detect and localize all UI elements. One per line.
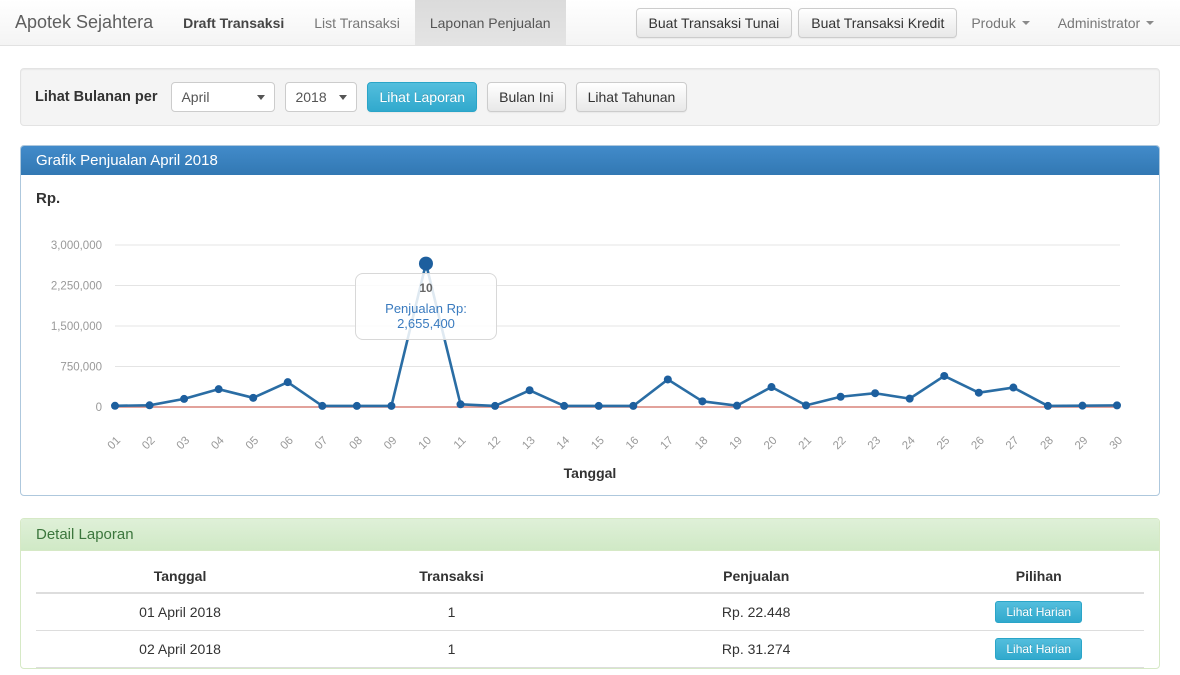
table-row: 02 April 2018 1 Rp. 31.274 Lihat Harian [36, 630, 1144, 668]
table-header-row: Tanggal Transaksi Penjualan Pilihan [36, 563, 1144, 594]
svg-text:10: 10 [417, 435, 435, 453]
chart-panel: Grafik Penjualan April 2018 Rp. 0 750,000… [20, 145, 1160, 496]
year-select[interactable]: 2018 [285, 82, 358, 112]
col-header-penjualan: Penjualan [578, 563, 934, 594]
svg-text:11: 11 [452, 435, 469, 452]
month-select-value: April [181, 89, 210, 105]
nav-laporan-penjualan[interactable]: Laponan Penjualan [414, 0, 566, 45]
buat-transaksi-tunai-button[interactable]: Buat Transaksi Tunai [635, 7, 793, 38]
svg-text:25: 25 [935, 435, 953, 453]
lihat-laporan-button[interactable]: Lihat Laporan [367, 82, 478, 112]
svg-text:26: 26 [969, 435, 987, 453]
y-axis-title: Rp. [36, 190, 61, 207]
svg-text:14: 14 [555, 434, 573, 452]
cell-penjualan: Rp. 31.274 [578, 630, 934, 668]
svg-text:17: 17 [658, 435, 676, 453]
svg-text:2,250,000: 2,250,000 [51, 281, 102, 293]
col-header-transaksi: Transaksi [324, 563, 579, 594]
administrator-dropdown[interactable]: Administrator [1044, 0, 1168, 45]
svg-text:24: 24 [900, 434, 918, 452]
svg-text:23: 23 [866, 435, 884, 453]
administrator-dropdown-label: Administrator [1057, 14, 1141, 31]
svg-text:19: 19 [728, 435, 746, 453]
svg-text:03: 03 [175, 435, 193, 453]
svg-text:1,500,000: 1,500,000 [51, 321, 102, 333]
chart-panel-title: Grafik Penjualan April 2018 [21, 146, 1159, 175]
table-row: 01 April 2018 1 Rp. 22.448 Lihat Harian [36, 593, 1144, 631]
sales-line-chart[interactable]: 0 750,000 1,500,000 2,250,000 3,000,000 01 02 0… [36, 213, 1144, 463]
year-select-value: 2018 [295, 89, 327, 105]
svg-text:06: 06 [278, 435, 296, 453]
svg-text:01: 01 [106, 435, 124, 453]
cell-transaksi: 1 [324, 630, 579, 668]
lihat-harian-button[interactable]: Lihat Harian [995, 638, 1083, 660]
x-axis-title: Tanggal [563, 465, 617, 481]
cell-tanggal: 01 April 2018 [36, 593, 325, 631]
caret-down-icon [339, 94, 348, 100]
svg-text:18: 18 [693, 435, 711, 453]
col-header-tanggal: Tanggal [36, 563, 325, 594]
caret-down-icon [1146, 20, 1155, 25]
navbar: Apotek Sejahtera Draft Transaksi List Tr… [0, 0, 1180, 46]
svg-text:22: 22 [831, 435, 849, 453]
svg-text:08: 08 [347, 435, 365, 453]
svg-text:09: 09 [382, 435, 400, 453]
svg-text:16: 16 [624, 435, 642, 453]
produk-dropdown[interactable]: Produk [957, 0, 1043, 45]
svg-text:02: 02 [140, 435, 158, 453]
produk-dropdown-label: Produk [971, 14, 1016, 31]
svg-text:30: 30 [1108, 435, 1126, 453]
svg-text:15: 15 [589, 435, 607, 453]
detail-panel: Detail Laporan Tanggal Transaksi Penjual… [20, 518, 1160, 669]
filter-label: Lihat Bulanan per [35, 89, 158, 105]
caret-down-icon [1021, 20, 1030, 25]
cell-tanggal: 02 April 2018 [36, 630, 325, 668]
svg-text:07: 07 [313, 435, 331, 453]
nav-draft-transaksi[interactable]: Draft Transaksi [183, 14, 285, 31]
month-select[interactable]: April [171, 82, 276, 112]
svg-text:12: 12 [486, 435, 504, 453]
svg-text:20: 20 [762, 435, 780, 453]
detail-table: Tanggal Transaksi Penjualan Pilihan 01 A… [36, 563, 1144, 668]
lihat-harian-button[interactable]: Lihat Harian [995, 601, 1083, 623]
svg-text:21: 21 [797, 435, 815, 453]
caret-down-icon [257, 94, 266, 100]
svg-text:04: 04 [209, 434, 227, 452]
col-header-pilihan: Pilihan [933, 563, 1144, 594]
detail-panel-title: Detail Laporan [21, 519, 1159, 551]
app-brand[interactable]: Apotek Sejahtera [15, 12, 154, 32]
cell-penjualan: Rp. 22.448 [578, 593, 934, 631]
svg-text:05: 05 [244, 435, 262, 453]
lihat-tahunan-button[interactable]: Lihat Tahunan [575, 82, 688, 112]
filter-bar: Lihat Bulanan per April 2018 Lihat Lapor… [20, 68, 1160, 126]
svg-text:750,000: 750,000 [60, 362, 102, 374]
cell-transaksi: 1 [324, 593, 579, 631]
navbar-buttons: Buat Transaksi Tunai Buat Transaksi Kred… [635, 0, 958, 45]
svg-text:3,000,000: 3,000,000 [51, 240, 102, 252]
buat-transaksi-kredit-button[interactable]: Buat Transaksi Kredit [798, 7, 958, 38]
chart-canvas[interactable]: 0 750,000 1,500,000 2,250,000 3,000,000 01 02 0… [36, 213, 1144, 460]
svg-text:27: 27 [1004, 435, 1022, 453]
bulan-ini-button[interactable]: Bulan Ini [487, 82, 566, 112]
svg-text:28: 28 [1038, 435, 1056, 453]
nav-list-transaksi[interactable]: List Transaksi [314, 14, 400, 31]
svg-text:13: 13 [520, 435, 538, 453]
svg-text:29: 29 [1073, 435, 1091, 453]
svg-text:0: 0 [96, 402, 102, 414]
